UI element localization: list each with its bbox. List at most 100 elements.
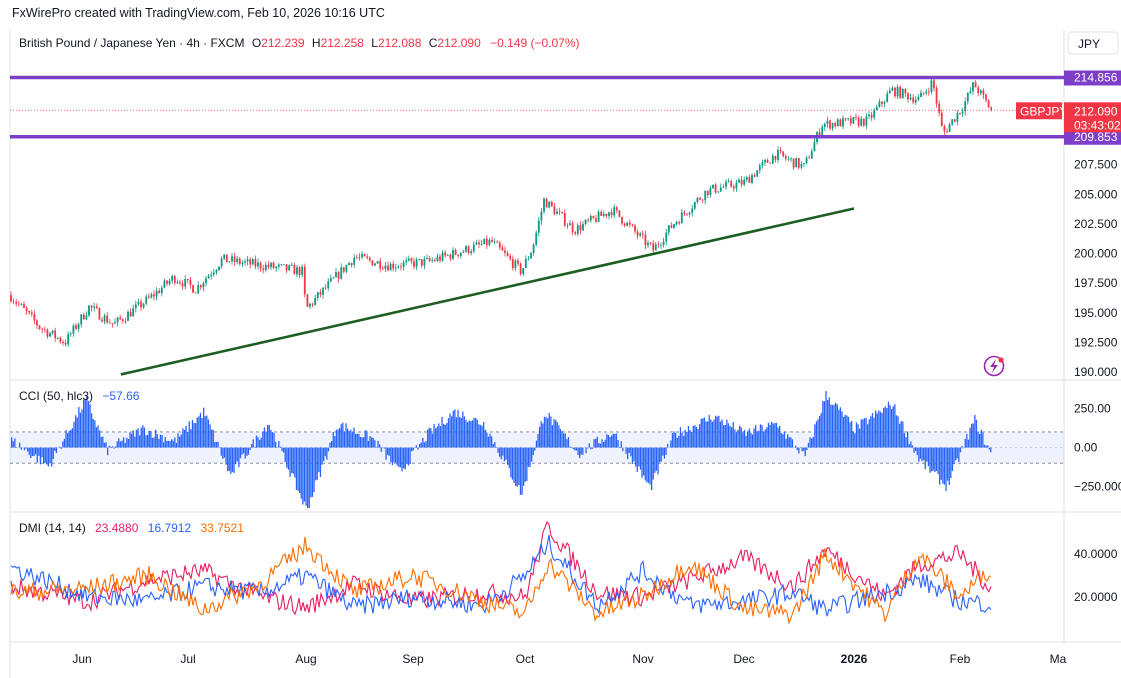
cci-bar — [764, 429, 766, 448]
cci-bar — [830, 404, 832, 448]
candle-body — [480, 243, 483, 245]
cci-bar — [371, 437, 373, 448]
candle-body — [485, 238, 488, 246]
cci-bar — [238, 447, 240, 468]
cci-bar — [505, 447, 507, 460]
candle-body — [192, 285, 194, 293]
ohlc-high: 212.258 — [321, 36, 365, 50]
cci-bar — [275, 441, 277, 448]
cci-histogram — [11, 391, 992, 509]
cci-bar — [931, 447, 933, 472]
cci-bar — [38, 447, 40, 456]
cci-bar — [939, 447, 941, 485]
cci-bar — [475, 417, 477, 448]
cci-bar — [310, 447, 312, 498]
cci-bar — [718, 415, 720, 448]
time-tick-label: Jun — [72, 652, 91, 666]
candle-body — [740, 179, 743, 185]
cci-bar — [811, 438, 813, 448]
cci-bar — [121, 440, 123, 448]
lightning-icon[interactable] — [983, 355, 1005, 377]
cci-bar — [556, 422, 558, 448]
candle-body — [176, 282, 179, 284]
cci-bar — [244, 447, 246, 459]
cci-bar — [422, 437, 424, 448]
cci-bar — [113, 447, 115, 449]
candle-body — [693, 202, 696, 209]
cci-bar — [139, 435, 141, 448]
cci-bar — [633, 447, 635, 462]
cci-bar — [676, 437, 678, 448]
cci-bar — [599, 443, 602, 448]
cci-bar — [217, 441, 219, 448]
time-tick-label: Oct — [516, 652, 535, 666]
candle-body — [834, 123, 837, 127]
candle-body — [337, 272, 340, 279]
cci-bar — [391, 447, 394, 466]
cci-bar — [878, 410, 880, 448]
candle-body — [483, 238, 486, 244]
candle-body — [457, 254, 460, 256]
cci-bar — [49, 447, 51, 464]
candle-body — [462, 251, 465, 253]
candle-body — [511, 258, 514, 269]
cci-bar — [415, 445, 418, 448]
candle-body — [472, 244, 475, 252]
candle-body — [670, 225, 673, 228]
candle-body — [940, 112, 943, 127]
candle-body — [761, 162, 764, 166]
cci-bar — [183, 429, 186, 448]
cci-bar — [603, 441, 605, 448]
candle-body — [530, 252, 532, 259]
last-price-label: 212.090 — [1074, 104, 1118, 118]
cci-bar — [86, 396, 88, 448]
cci-bar — [934, 447, 936, 473]
candle-body — [353, 257, 356, 265]
candle-body — [405, 260, 408, 263]
cci-bar — [827, 400, 829, 448]
candle-body — [548, 201, 551, 208]
uptrend-line[interactable] — [120, 207, 855, 376]
cci-bar — [87, 401, 90, 448]
cci-bar — [348, 431, 350, 448]
countdown-label: 03:43:02 — [1074, 118, 1121, 132]
cci-bar — [566, 439, 568, 448]
cci-bar — [102, 436, 104, 448]
cci-bar — [766, 427, 768, 448]
candle-body — [379, 261, 382, 269]
candle-body — [194, 292, 197, 294]
cci-bar — [419, 443, 421, 448]
candle-body — [894, 87, 896, 97]
candle-body — [509, 255, 512, 259]
cci-bar — [153, 437, 155, 448]
candle-body — [59, 337, 62, 342]
di-minus-value: 16.7912 — [148, 521, 192, 535]
candle-body — [985, 94, 987, 101]
cci-bar — [796, 447, 798, 451]
adx-value: 33.7521 — [201, 521, 245, 535]
cci-bar — [561, 431, 563, 448]
candle-body — [108, 322, 111, 324]
cci-bar — [476, 419, 478, 448]
cci-bar — [923, 447, 925, 461]
candle-body — [254, 259, 257, 267]
cci-bar — [620, 441, 622, 448]
candle-body — [106, 315, 109, 323]
candle-body — [371, 260, 374, 266]
cci-bar — [68, 430, 70, 448]
candle-body — [990, 107, 993, 110]
currency-button[interactable] — [1067, 31, 1119, 55]
cci-bar — [699, 424, 701, 448]
candle-body — [392, 263, 395, 269]
candle-body — [982, 90, 985, 95]
cci-bar — [817, 419, 819, 448]
cci-bar — [203, 407, 205, 448]
cci-bar — [902, 421, 904, 448]
cci-bar — [631, 447, 634, 465]
candle-body — [657, 244, 660, 246]
cci-bar — [193, 422, 195, 448]
cci-bar — [835, 402, 837, 448]
candle-body — [896, 86, 899, 97]
candle-body — [475, 242, 478, 245]
